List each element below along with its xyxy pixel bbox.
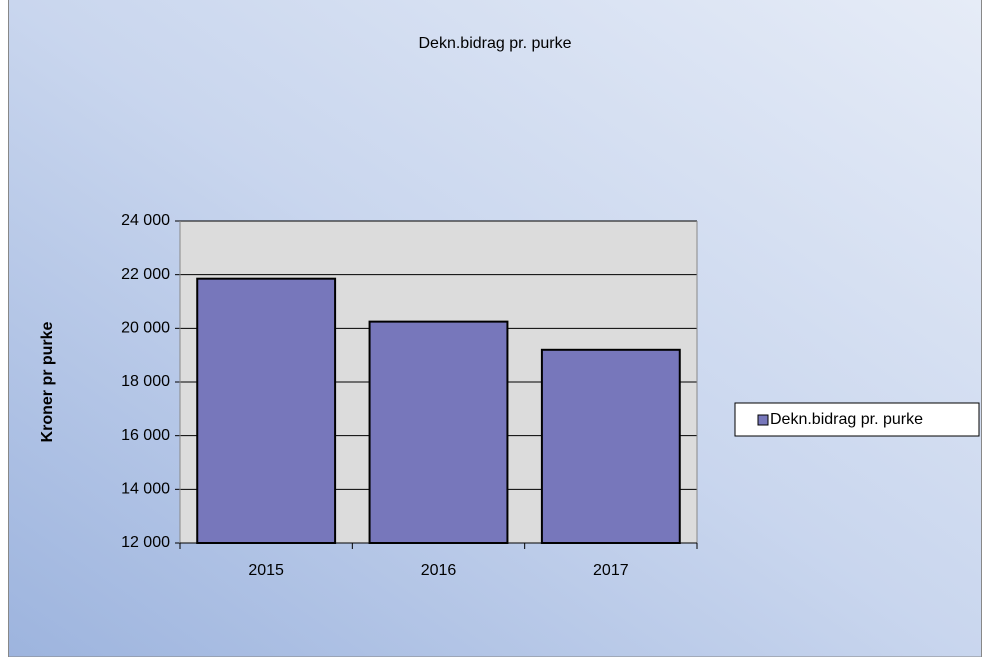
bar [540, 348, 681, 544]
chart-title: Dekn.bidrag pr. purke [419, 35, 572, 52]
legend-swatch [757, 414, 769, 426]
legend-box [734, 402, 980, 437]
y-tick-label: 12 000 [121, 534, 170, 551]
bar [196, 277, 337, 544]
y-tick-label: 14 000 [121, 481, 170, 498]
bar [368, 320, 509, 544]
y-tick-label: 20 000 [121, 320, 170, 337]
y-tick-label: 22 000 [121, 266, 170, 283]
y-tick-label: 18 000 [121, 373, 170, 390]
legend-label: Dekn.bidrag pr. purke [770, 411, 923, 428]
x-tick-label: 2015 [248, 562, 284, 579]
y-tick-label: 16 000 [121, 427, 170, 444]
y-tick-label: 24 000 [121, 212, 170, 229]
x-tick-label: 2016 [421, 562, 457, 579]
y-axis-label: Kroner pr purke [39, 321, 56, 442]
x-tick-label: 2017 [593, 562, 629, 579]
